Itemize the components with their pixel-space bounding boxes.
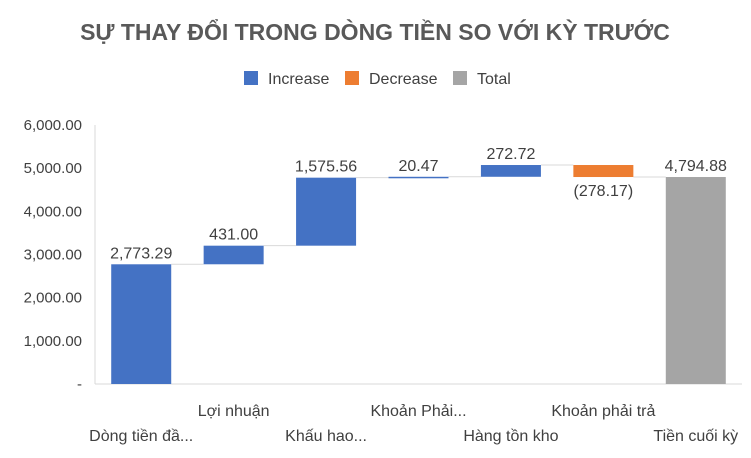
legend-label-total: Total [477,71,511,88]
legend-label-decrease: Decrease [369,71,438,88]
legend: Increase Decrease Total [244,71,511,88]
axes: - 1,000.00 2,000.00 3,000.00 4,000.00 5,000.0… [24,117,742,393]
y-tick-label: 3,000.00 [24,247,82,264]
bar-increase [296,177,357,246]
data-label: 20.47 [398,158,438,175]
legend-swatch-decrease [345,71,359,85]
chart-marks: 2,773.29 Dòng tiền đầ... 431.00 Lợi nhuận 1,… [89,146,738,445]
data-label: 2,773.29 [110,245,172,262]
data-label: (278.17) [574,183,634,200]
bar-total [665,177,726,384]
bar-increase [388,176,449,179]
legend-label-increase: Increase [268,71,329,88]
data-label: 1,575.56 [295,159,357,176]
y-tick-label: 6,000.00 [24,117,82,134]
x-category-label: Lợi nhuận [198,403,270,420]
x-category-label: Dòng tiền đầ... [89,428,193,445]
x-category-label: Khoản Phải... [370,403,466,420]
bar-increase [111,264,172,384]
x-category-label: Khấu hao... [285,428,367,445]
data-label: 431.00 [209,227,258,244]
x-category-label: Tiền cuối kỳ [653,428,738,445]
y-tick-label: 5,000.00 [24,160,82,177]
y-tick-label: 4,000.00 [24,203,82,220]
x-category-label: Khoản phải trả [551,403,655,420]
y-tick-label: 2,000.00 [24,290,82,307]
x-category-label: Hàng tồn kho [463,428,558,445]
bar-increase [480,165,541,177]
bar-increase [203,245,264,265]
chart-title: SỰ THAY ĐỔI TRONG DÒNG TIỀN SO VỚI KỲ TR… [80,18,670,45]
data-label: 4,794.88 [665,158,727,175]
y-tick-label: 1,000.00 [24,333,82,350]
data-label: 272.72 [486,146,535,163]
y-tick-label: - [77,376,82,393]
bar-decrease [573,165,634,178]
legend-swatch-total [453,71,467,85]
legend-swatch-increase [244,71,258,85]
